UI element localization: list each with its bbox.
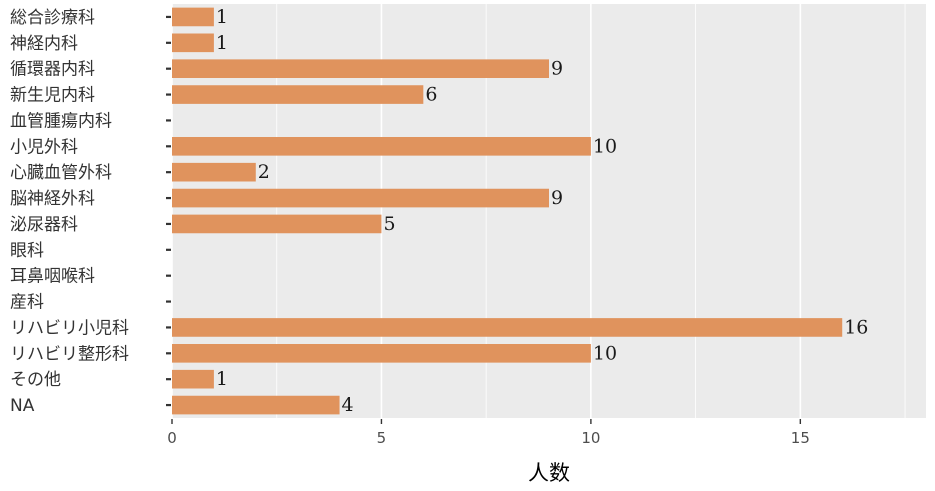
bar-value-label: 9 bbox=[551, 58, 563, 80]
category-label: 小児外科 bbox=[10, 137, 78, 157]
category-label: 血管腫瘍内科 bbox=[10, 111, 112, 131]
bar-value-label: 1 bbox=[216, 32, 228, 54]
bar-value-label: 1 bbox=[216, 6, 228, 28]
category-label: 心臓血管外科 bbox=[10, 163, 112, 183]
bar-value-label: 16 bbox=[844, 316, 868, 338]
bar bbox=[172, 33, 214, 53]
category-label: 泌尿器科 bbox=[10, 215, 78, 235]
bar bbox=[172, 343, 591, 363]
category-label: 神経内科 bbox=[10, 34, 78, 54]
bar-value-label: 5 bbox=[383, 213, 395, 235]
bar bbox=[172, 59, 549, 79]
bar bbox=[172, 85, 424, 104]
bar-value-label: 6 bbox=[425, 84, 437, 106]
bar bbox=[172, 214, 382, 234]
category-label: NA bbox=[10, 396, 35, 416]
category-label: 新生児内科 bbox=[10, 86, 95, 106]
bar bbox=[172, 136, 591, 156]
category-label: その他 bbox=[10, 370, 61, 390]
bar bbox=[172, 188, 549, 208]
y-axis: 総合診療科神経内科循環器内科新生児内科血管腫瘍内科小児外科心臓血管外科脳神経外科… bbox=[10, 8, 171, 416]
bar bbox=[172, 369, 214, 389]
bars bbox=[172, 7, 843, 415]
bar bbox=[172, 318, 843, 337]
bar bbox=[172, 395, 340, 415]
bar-value-label: 10 bbox=[593, 342, 617, 364]
bar-value-label: 9 bbox=[551, 187, 563, 209]
category-label: リハビリ整形科 bbox=[10, 344, 129, 364]
x-axis-title: 人数 bbox=[528, 461, 570, 485]
category-label: 循環器内科 bbox=[10, 60, 95, 80]
category-label: 産科 bbox=[10, 293, 44, 313]
bar-value-label: 4 bbox=[342, 394, 354, 416]
x-tick-label: 5 bbox=[377, 429, 387, 447]
x-axis: 0 5 10 15 bbox=[167, 419, 810, 447]
bar-value-label: 1 bbox=[216, 368, 228, 390]
category-label: リハビリ小児科 bbox=[10, 318, 129, 338]
x-tick-label: 10 bbox=[581, 429, 600, 447]
bar bbox=[172, 162, 256, 182]
bar-value-label: 2 bbox=[258, 161, 270, 183]
category-label: 耳鼻咽喉科 bbox=[10, 267, 95, 287]
bar-value-label: 10 bbox=[593, 135, 617, 157]
bar bbox=[172, 7, 214, 27]
x-tick-label: 15 bbox=[791, 429, 810, 447]
category-label: 脳神経外科 bbox=[10, 189, 95, 209]
value-labels: 1 1 9 6 10 2 9 5 16 10 1 4 bbox=[216, 6, 869, 416]
category-label: 眼科 bbox=[10, 241, 44, 261]
x-tick-label: 0 bbox=[167, 429, 177, 447]
category-label: 総合診療科 bbox=[10, 8, 95, 28]
